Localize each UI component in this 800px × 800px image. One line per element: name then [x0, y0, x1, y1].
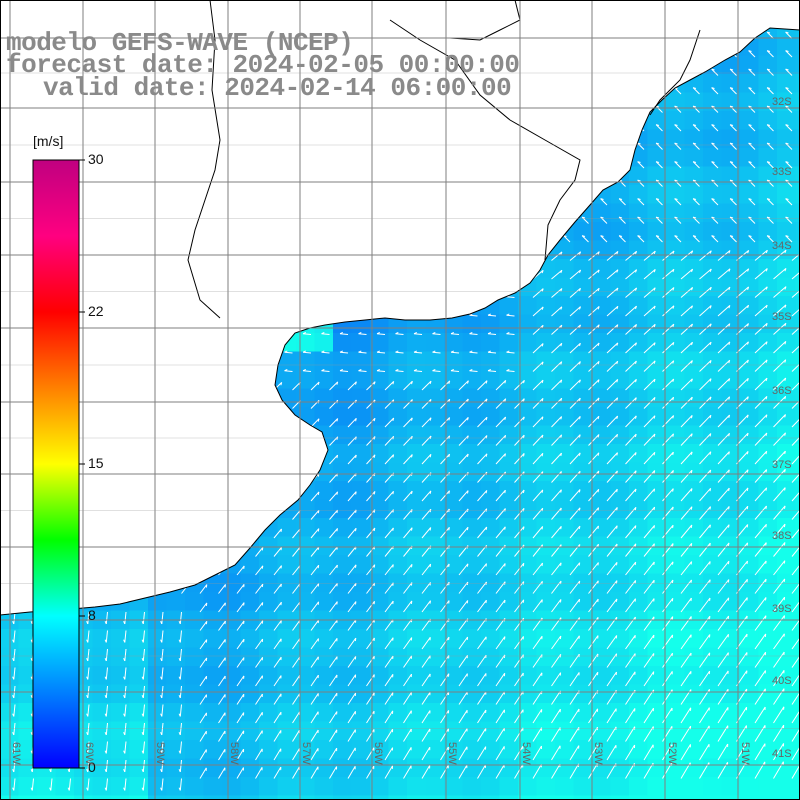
- model-title: modelo GEFS-WAVE (NCEP): [6, 28, 354, 58]
- lat-label: 32S: [772, 96, 792, 108]
- border-line: [389, 19, 581, 261]
- colorbar-tick: 15: [88, 455, 104, 471]
- lon-label: 56W: [372, 742, 384, 765]
- lon-label: 55W: [446, 742, 458, 765]
- lon-label: 58W: [228, 742, 240, 765]
- lon-label: 59W: [154, 742, 166, 765]
- lon-label: 60W: [83, 742, 95, 765]
- lat-label: 36S: [772, 385, 792, 397]
- border-line: [187, 0, 221, 319]
- lat-label: 34S: [772, 240, 792, 252]
- colorbar-tick: 0: [88, 759, 96, 775]
- colorbar: [32, 159, 80, 769]
- colorbar-tick: 22: [88, 303, 104, 319]
- border-line: [449, 0, 521, 41]
- lat-label: 39S: [772, 603, 792, 615]
- lat-label: 37S: [772, 459, 792, 471]
- colorbar-tick: 8: [88, 607, 96, 623]
- land-area: [0, 0, 800, 616]
- lon-label: 53W: [592, 742, 604, 765]
- colorbar-tick: 30: [88, 151, 104, 167]
- colorbar-unit: [m/s]: [33, 133, 64, 149]
- lat-label: 38S: [772, 530, 792, 542]
- lat-label: 41S: [772, 748, 792, 760]
- lon-label: 57W: [300, 742, 312, 765]
- lon-label: 54W: [520, 742, 532, 765]
- minor-grid: [0, 72, 800, 729]
- lat-label: 33S: [772, 166, 792, 178]
- forecast-date: forecast date: 2024-02-05 00:00:00: [6, 50, 520, 80]
- lagoon-line: [649, 29, 701, 116]
- lon-label: 52W: [666, 742, 678, 765]
- lat-label: 35S: [772, 311, 792, 323]
- lon-label: 51W: [739, 742, 751, 765]
- lat-label: 40S: [772, 675, 792, 687]
- valid-date: valid date: 2024-02-14 06:00:00: [43, 73, 512, 103]
- lon-label: 61W: [10, 742, 22, 765]
